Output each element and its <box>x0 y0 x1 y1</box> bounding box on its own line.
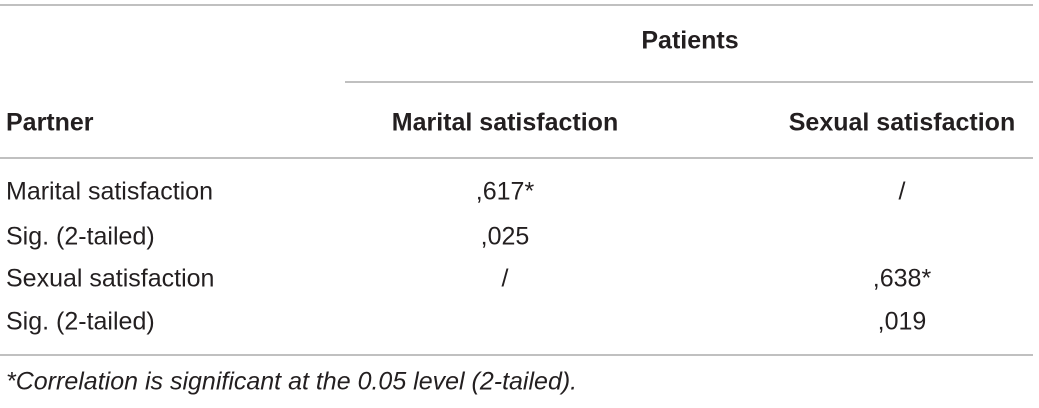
column-header: Partner <box>6 109 94 137</box>
group-header: Patients <box>641 27 738 55</box>
column-header: Sexual satisfaction <box>789 109 1015 137</box>
row-label: Marital satisfaction <box>6 178 213 206</box>
cell: / <box>502 265 509 293</box>
cell: ,019 <box>878 308 927 336</box>
row-label: Sexual satisfaction <box>6 265 214 293</box>
cell: ,617* <box>476 178 535 206</box>
row-label: Sig. (2-tailed) <box>6 223 155 251</box>
cell: / <box>899 178 906 206</box>
footnote: *Correlation is significant at the 0.05 … <box>6 368 577 396</box>
cell: ,638* <box>873 265 932 293</box>
column-header: Marital satisfaction <box>392 109 618 137</box>
cell: ,025 <box>481 223 530 251</box>
row-label: Sig. (2-tailed) <box>6 308 155 336</box>
